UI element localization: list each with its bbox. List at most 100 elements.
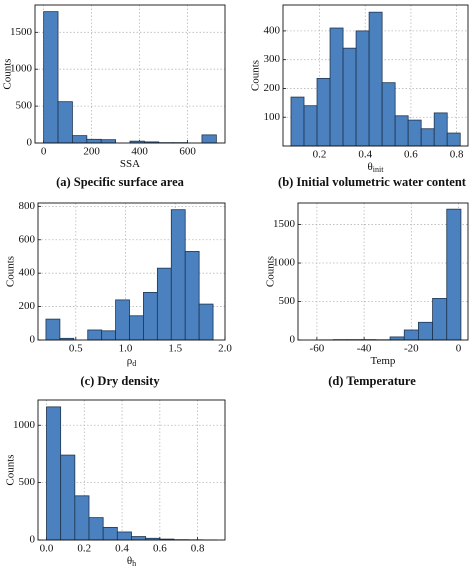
x-tick-label: 0.0: [40, 543, 54, 555]
bar: [87, 329, 103, 341]
x-axis-label-sub: h: [132, 559, 136, 566]
y-tick-label: 1500: [273, 218, 296, 230]
y-tick-label: 400: [19, 267, 36, 279]
bar: [116, 531, 132, 541]
x-axis-label-main: Temp: [371, 355, 396, 367]
bar: [303, 105, 318, 147]
y-tick-label: 200: [19, 300, 36, 312]
axes-frame: [34, 4, 226, 144]
bar: [57, 101, 73, 144]
bar: [407, 119, 422, 147]
caption: (c) Dry density: [80, 374, 160, 388]
bar: [368, 11, 383, 147]
x-tick-label: 1.5: [168, 343, 182, 355]
x-tick-label: 0.2: [313, 149, 327, 161]
bar: [381, 82, 396, 147]
bar: [290, 96, 305, 147]
x-tick-label: 0.4: [358, 149, 372, 161]
bar: [198, 303, 214, 341]
x-tick-label: 0.2: [77, 543, 91, 555]
bar: [432, 298, 448, 341]
x-tick-label: 400: [131, 146, 148, 158]
x-axis-label-sub: init: [373, 165, 384, 174]
bar: [418, 321, 433, 341]
y-tick-label: 600: [19, 233, 36, 245]
y-tick-label: 1000: [13, 419, 36, 431]
bar: [156, 267, 172, 341]
bar: [46, 406, 62, 541]
bar: [403, 329, 419, 341]
bar: [60, 454, 76, 541]
axes-frame: [297, 202, 469, 341]
caption: (a) Specific surface area: [56, 175, 185, 189]
x-axis-label: ρd: [127, 355, 137, 368]
y-tick-label: 400: [264, 24, 281, 36]
bar: [43, 11, 59, 144]
y-axis-label: Counts: [5, 454, 17, 485]
y-tick-label: 500: [19, 476, 36, 488]
x-tick-label: 2.0: [218, 343, 232, 355]
bar: [102, 526, 118, 541]
x-tick-label: 0.5: [69, 343, 83, 355]
bar: [316, 77, 331, 147]
bar: [389, 336, 405, 341]
bar: [420, 128, 435, 147]
x-axis-label: θinit: [368, 161, 385, 174]
bar: [86, 138, 102, 144]
bar: [201, 134, 217, 144]
bar: [131, 536, 147, 541]
y-tick-label: 1000: [10, 63, 33, 75]
bar: [143, 291, 158, 341]
x-axis-label-main: θ: [127, 555, 132, 566]
bar: [446, 208, 462, 341]
y-axis-label: Counts: [250, 60, 262, 91]
bar: [433, 112, 448, 147]
axes-frame: [37, 202, 226, 341]
bar: [101, 330, 116, 341]
x-axis-label: Temp: [371, 355, 396, 367]
y-tick-label: 0: [290, 334, 296, 346]
y-axis-label: Counts: [5, 256, 17, 287]
y-tick-label: 500: [279, 295, 296, 307]
x-axis-label-main: SSA: [120, 158, 140, 170]
axes-frame: [37, 399, 226, 541]
x-tick-label: 0.8: [191, 543, 205, 555]
bar: [446, 132, 461, 147]
caption: (b) Initial volumetric water content: [278, 175, 467, 189]
x-axis-label-main: θ: [368, 161, 373, 173]
y-tick-label: 200: [264, 82, 281, 94]
bar: [355, 30, 370, 147]
x-tick-label: 200: [83, 146, 100, 158]
x-tick-label: -40: [357, 343, 372, 355]
bar: [88, 517, 104, 541]
x-tick-label: 600: [179, 146, 196, 158]
x-tick-label: 0: [41, 146, 47, 158]
x-tick-label: 0.4: [115, 543, 129, 555]
y-tick-label: 0: [30, 334, 36, 346]
y-tick-label: 1000: [273, 257, 296, 269]
bar: [129, 315, 144, 341]
caption: (d) Temperature: [328, 374, 416, 388]
bar: [184, 251, 200, 341]
y-axis-label: Counts: [265, 256, 277, 287]
bar: [394, 115, 409, 147]
y-tick-label: 300: [264, 53, 281, 65]
bar: [72, 135, 88, 144]
axes-frame: [282, 4, 469, 147]
bar: [45, 318, 61, 341]
x-tick-label: -20: [404, 343, 419, 355]
y-tick-label: 1500: [10, 26, 33, 38]
x-tick-label: 0.6: [153, 543, 167, 555]
x-axis-label: θh: [127, 555, 136, 566]
y-tick-label: 800: [19, 200, 36, 212]
y-tick-label: 500: [16, 100, 33, 112]
x-tick-label: 0.6: [404, 149, 418, 161]
bar: [100, 139, 117, 144]
y-tick-label: 0: [27, 137, 33, 149]
x-tick-label: 0.8: [450, 149, 464, 161]
x-axis-label-sub: d: [132, 359, 136, 368]
bar: [74, 495, 90, 541]
bar: [329, 27, 344, 147]
x-tick-label: 1.0: [119, 343, 133, 355]
